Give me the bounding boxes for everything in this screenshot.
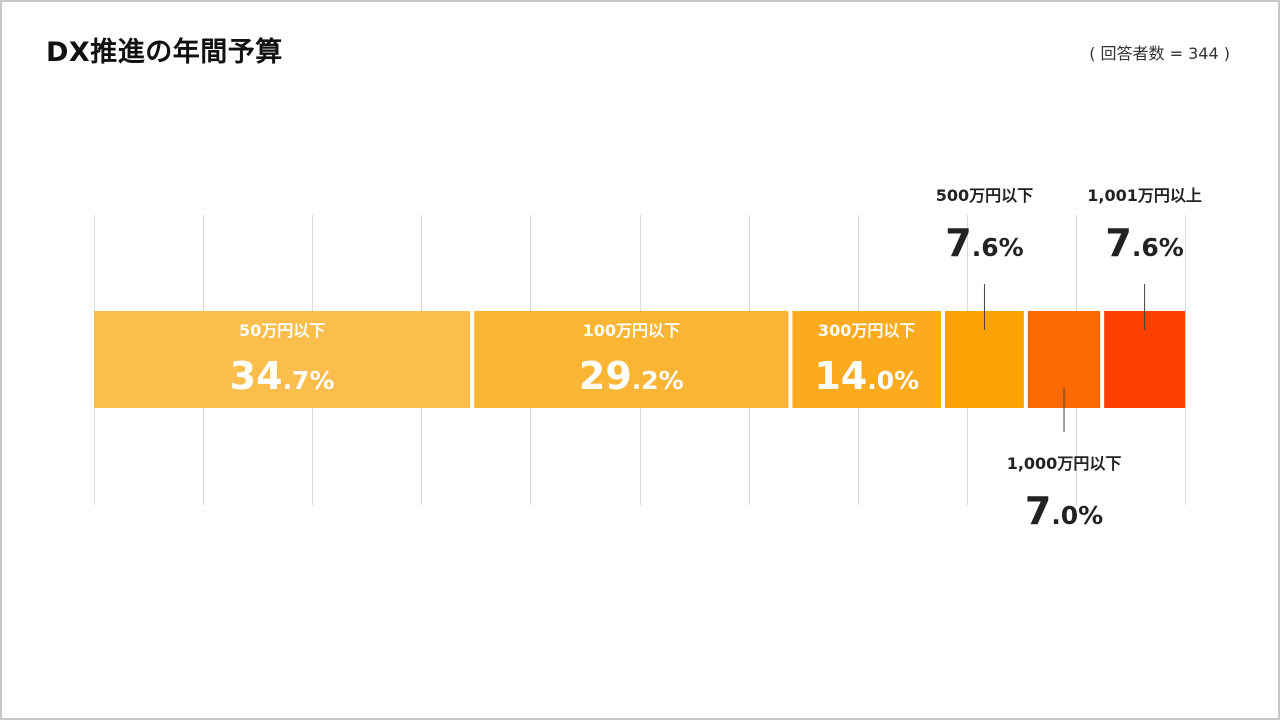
- bar-category-label: 300万円以下: [818, 321, 915, 340]
- bar-value-label: 7.6%: [945, 221, 1023, 265]
- bar-category-label: 50万円以下: [239, 321, 325, 340]
- bar-value-label: 29.2%: [579, 354, 684, 398]
- bar-value-label: 7.6%: [1105, 221, 1183, 265]
- data-labels: 50万円以下 34.7% 100万円以下 29.2% 300万円以下 14.0% 500万円…: [230, 186, 1202, 533]
- chart-title: DX推進の年間予算: [46, 37, 283, 68]
- bar-segments: [94, 311, 1185, 408]
- bar-value-label: 7.0%: [1025, 489, 1103, 533]
- bar-category-label: 500万円以下: [936, 186, 1033, 205]
- bar-category-label: 100万円以下: [583, 321, 680, 340]
- bar-value-label: 34.7%: [230, 354, 335, 398]
- bar-segment: [792, 311, 942, 408]
- bar-segment: [94, 311, 471, 408]
- bar-category-label: 1,001万円以上: [1087, 186, 1202, 205]
- bar-category-label: 1,000万円以下: [1007, 454, 1122, 473]
- bar-value-label: 14.0%: [814, 354, 919, 398]
- respondent-count-note: ( 回答者数 = 344 ): [1089, 44, 1230, 63]
- bar-segment: [474, 311, 789, 408]
